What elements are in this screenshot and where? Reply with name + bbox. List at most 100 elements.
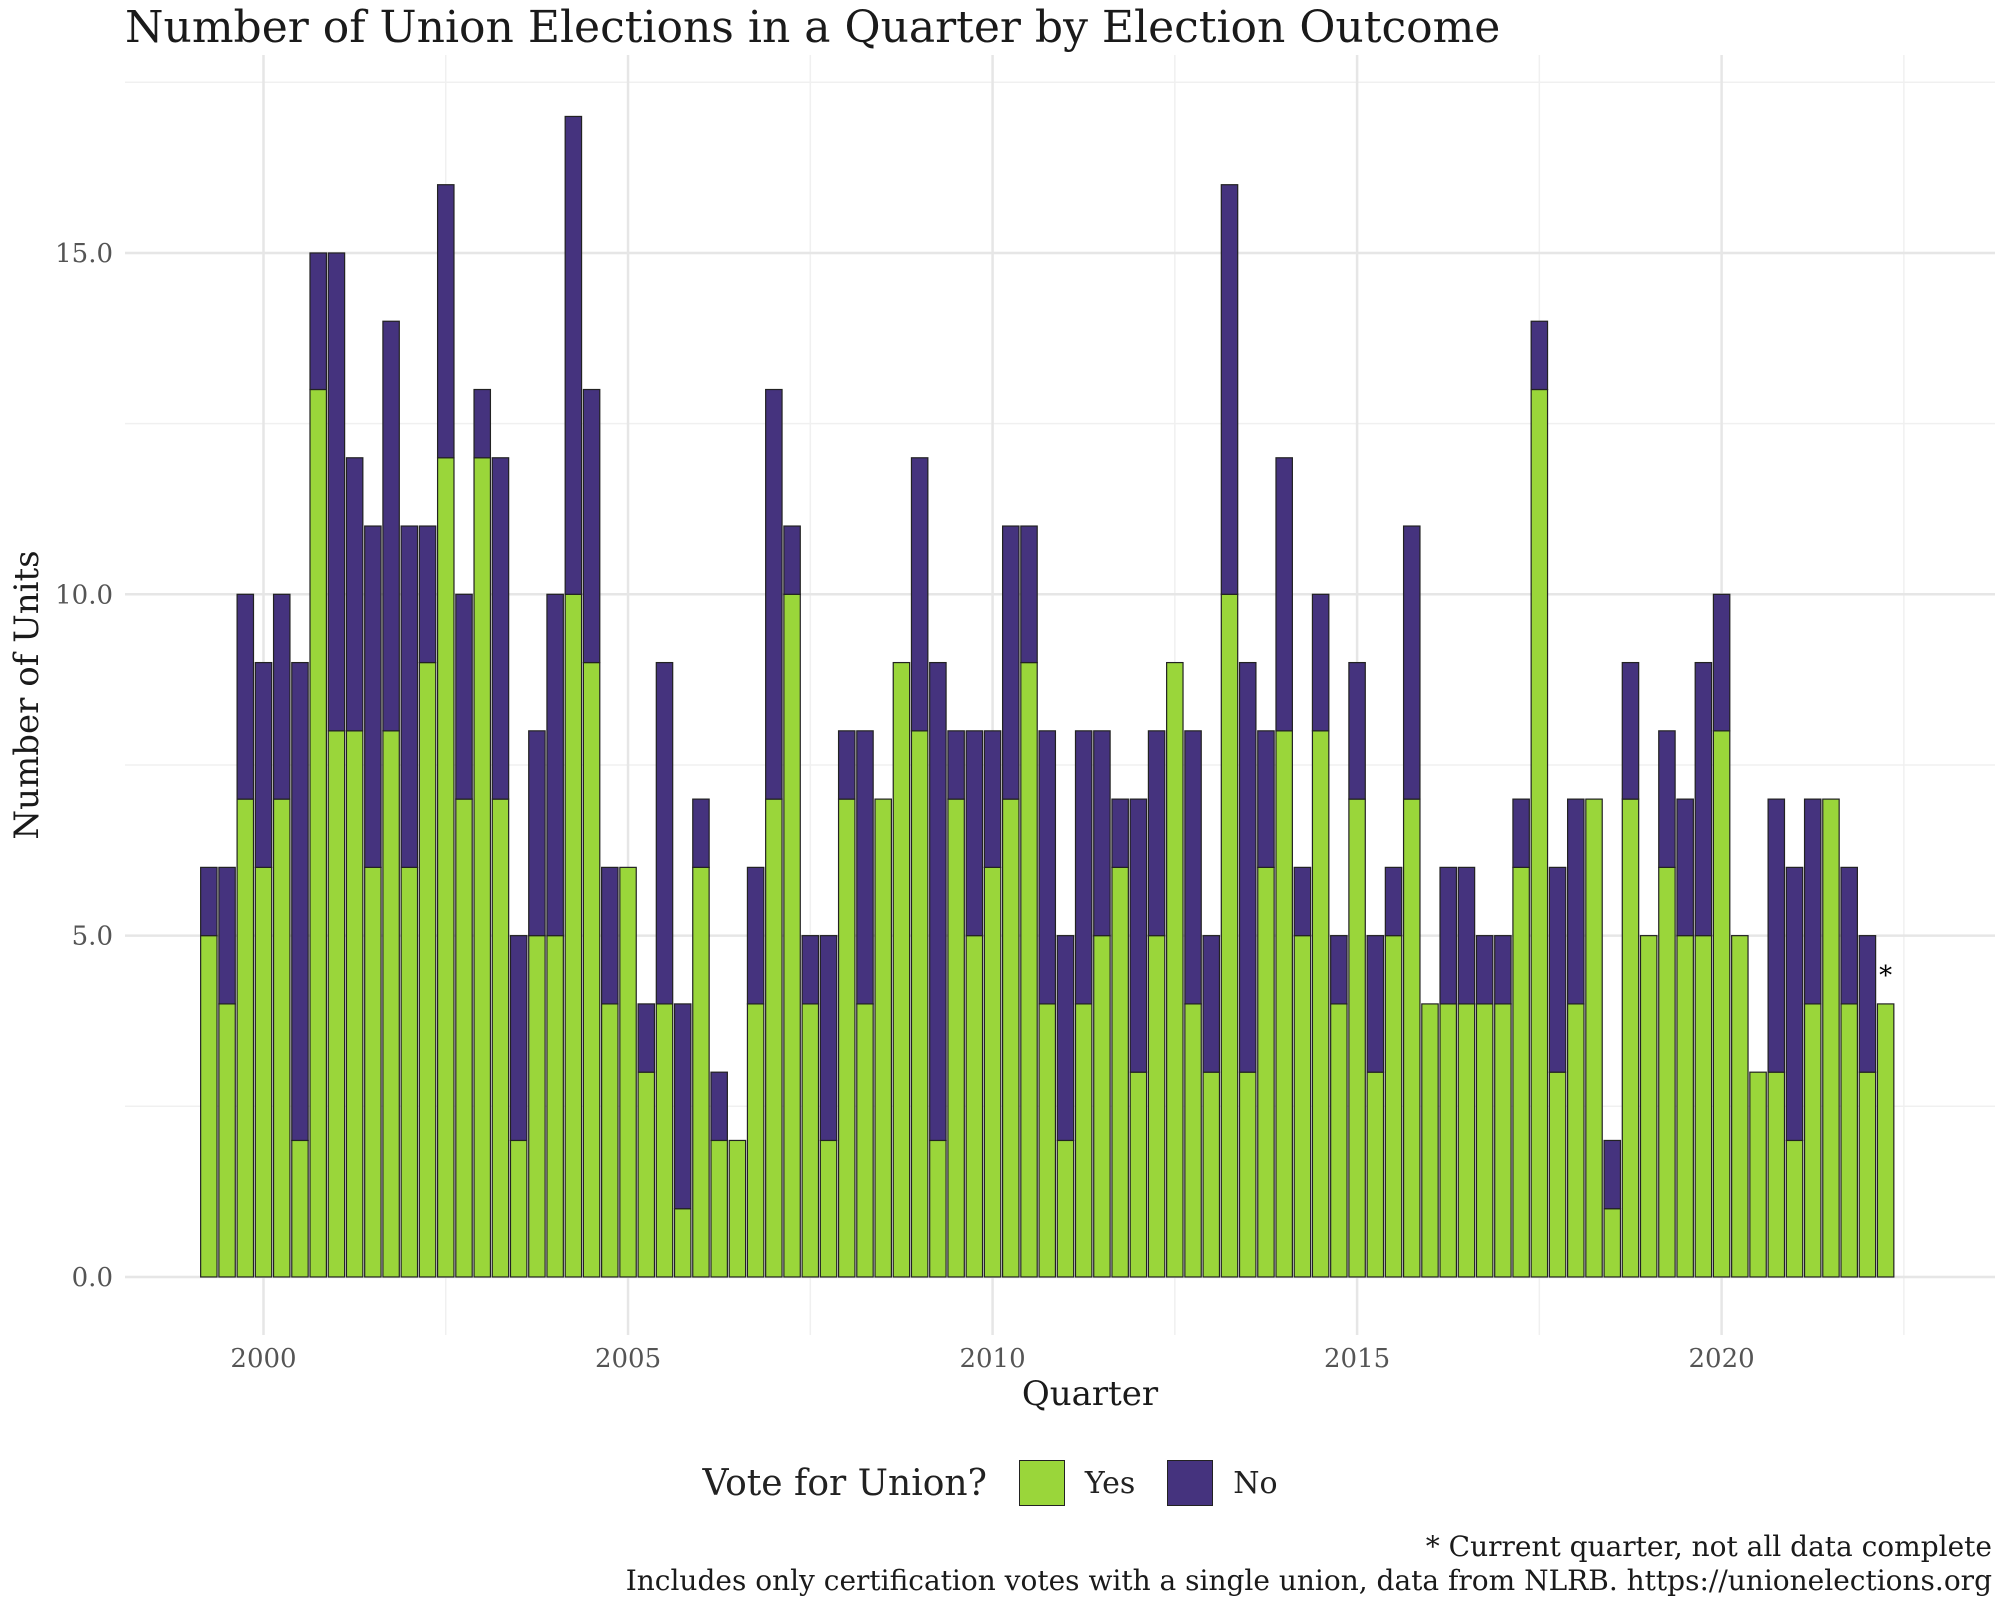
bar-yes <box>892 661 911 1278</box>
bar-yes <box>218 1003 236 1278</box>
bar-no <box>1548 866 1567 1073</box>
bar-no <box>1366 935 1385 1073</box>
bar-yes <box>1566 1003 1585 1278</box>
bar-yes <box>1111 866 1129 1278</box>
bar-no <box>1038 730 1057 1005</box>
legend-key-no <box>1167 1460 1214 1506</box>
bar-yes <box>509 1139 528 1278</box>
bar-yes <box>746 1003 765 1278</box>
bar-no <box>491 457 510 800</box>
bar-yes <box>1475 1003 1494 1278</box>
bar-yes <box>1257 866 1275 1278</box>
bar-yes <box>1712 730 1731 1278</box>
bar-no <box>1202 935 1221 1073</box>
y-axis-title: Number of Units <box>7 550 47 839</box>
bar-no <box>1147 730 1166 937</box>
x-tick-label: 2020 <box>1689 1344 1755 1374</box>
x-tick-label: 2010 <box>959 1344 1025 1374</box>
bar-yes <box>528 935 546 1278</box>
bar-yes <box>1311 730 1330 1278</box>
bar-no <box>564 115 583 595</box>
legend-label-yes: Yes <box>1084 1465 1136 1501</box>
bar-yes <box>1093 935 1111 1278</box>
bar-no <box>1293 866 1312 937</box>
bar-yes <box>692 866 710 1278</box>
bar-no <box>1694 661 1713 937</box>
bar-yes <box>1220 593 1239 1278</box>
bar-no <box>856 730 874 1005</box>
y-tick-label: 5.0 <box>72 922 113 952</box>
bar-yes <box>1858 1071 1877 1278</box>
bar-yes <box>1402 798 1421 1278</box>
bar-no <box>1129 798 1148 1073</box>
bar-yes <box>947 798 965 1278</box>
bar-no <box>1676 798 1694 937</box>
bar-no <box>1330 935 1348 1005</box>
bar-yes <box>1038 1003 1057 1278</box>
bar-no <box>965 730 984 937</box>
bar-yes <box>1238 1071 1257 1278</box>
legend: Vote for Union? Yes No <box>0 1460 2000 1506</box>
bar-yes <box>1056 1139 1075 1278</box>
bar-yes <box>1621 798 1640 1278</box>
bar-no <box>837 730 856 800</box>
bar-yes <box>473 457 492 1278</box>
bar-yes <box>400 866 419 1278</box>
bar-yes <box>619 866 637 1278</box>
bar-yes <box>637 1071 656 1278</box>
bar-yes <box>1494 1003 1512 1278</box>
bar-yes <box>1166 661 1184 1278</box>
caption-note: * Current quarter, not all data complete <box>1425 1530 1992 1563</box>
bar-no <box>1001 525 1020 800</box>
bar-no <box>1785 866 1804 1142</box>
bar-no <box>637 1003 656 1073</box>
bar-no <box>1712 593 1731 732</box>
bar-yes <box>254 866 273 1278</box>
legend-key-yes <box>1018 1460 1065 1506</box>
bar-no <box>1111 798 1129 868</box>
bar-no <box>746 866 765 1005</box>
bar-yes <box>728 1139 747 1278</box>
bar-yes <box>1457 1003 1476 1278</box>
caption-source: Includes only certification votes with a… <box>625 1564 1992 1597</box>
bar-no <box>1494 935 1512 1005</box>
bar-yes <box>236 798 255 1278</box>
bar-yes <box>819 1139 838 1278</box>
bar-yes <box>1676 935 1694 1278</box>
annotations: * <box>1879 961 1892 991</box>
bar-yes <box>272 798 291 1278</box>
bar-no <box>1858 935 1877 1073</box>
bar-no <box>1238 661 1257 1073</box>
bar-yes <box>983 866 1002 1278</box>
bar-yes <box>491 798 510 1278</box>
bar-no <box>601 866 619 1005</box>
bar-no <box>692 798 710 868</box>
bar-no <box>1311 593 1330 732</box>
bar-yes <box>1184 1003 1202 1278</box>
bar-no <box>254 661 273 868</box>
bar-no <box>200 866 218 937</box>
bar-no <box>418 525 437 664</box>
x-tick-label: 2000 <box>230 1344 296 1374</box>
bar-yes <box>1275 730 1293 1278</box>
bar-yes <box>364 866 382 1278</box>
bar-no <box>1457 866 1476 1005</box>
bar-no <box>400 525 419 868</box>
bar-yes <box>1840 1003 1858 1278</box>
bar-no <box>1093 730 1111 937</box>
bar-yes <box>1694 935 1713 1278</box>
bar-no <box>272 593 291 800</box>
bar-no <box>1402 525 1421 800</box>
bar-no <box>509 935 528 1142</box>
bar-yes <box>418 661 437 1278</box>
bar-no <box>382 320 400 732</box>
legend-label-no: No <box>1233 1465 1278 1501</box>
bar-no <box>801 935 820 1005</box>
bar-no <box>783 525 801 595</box>
bar-yes <box>874 798 893 1278</box>
bar-yes <box>1421 1003 1439 1278</box>
bar-no <box>929 661 947 1142</box>
bar-no <box>1767 798 1786 1073</box>
bar-yes <box>1330 1003 1348 1278</box>
y-tick-label: 15.0 <box>55 239 113 269</box>
